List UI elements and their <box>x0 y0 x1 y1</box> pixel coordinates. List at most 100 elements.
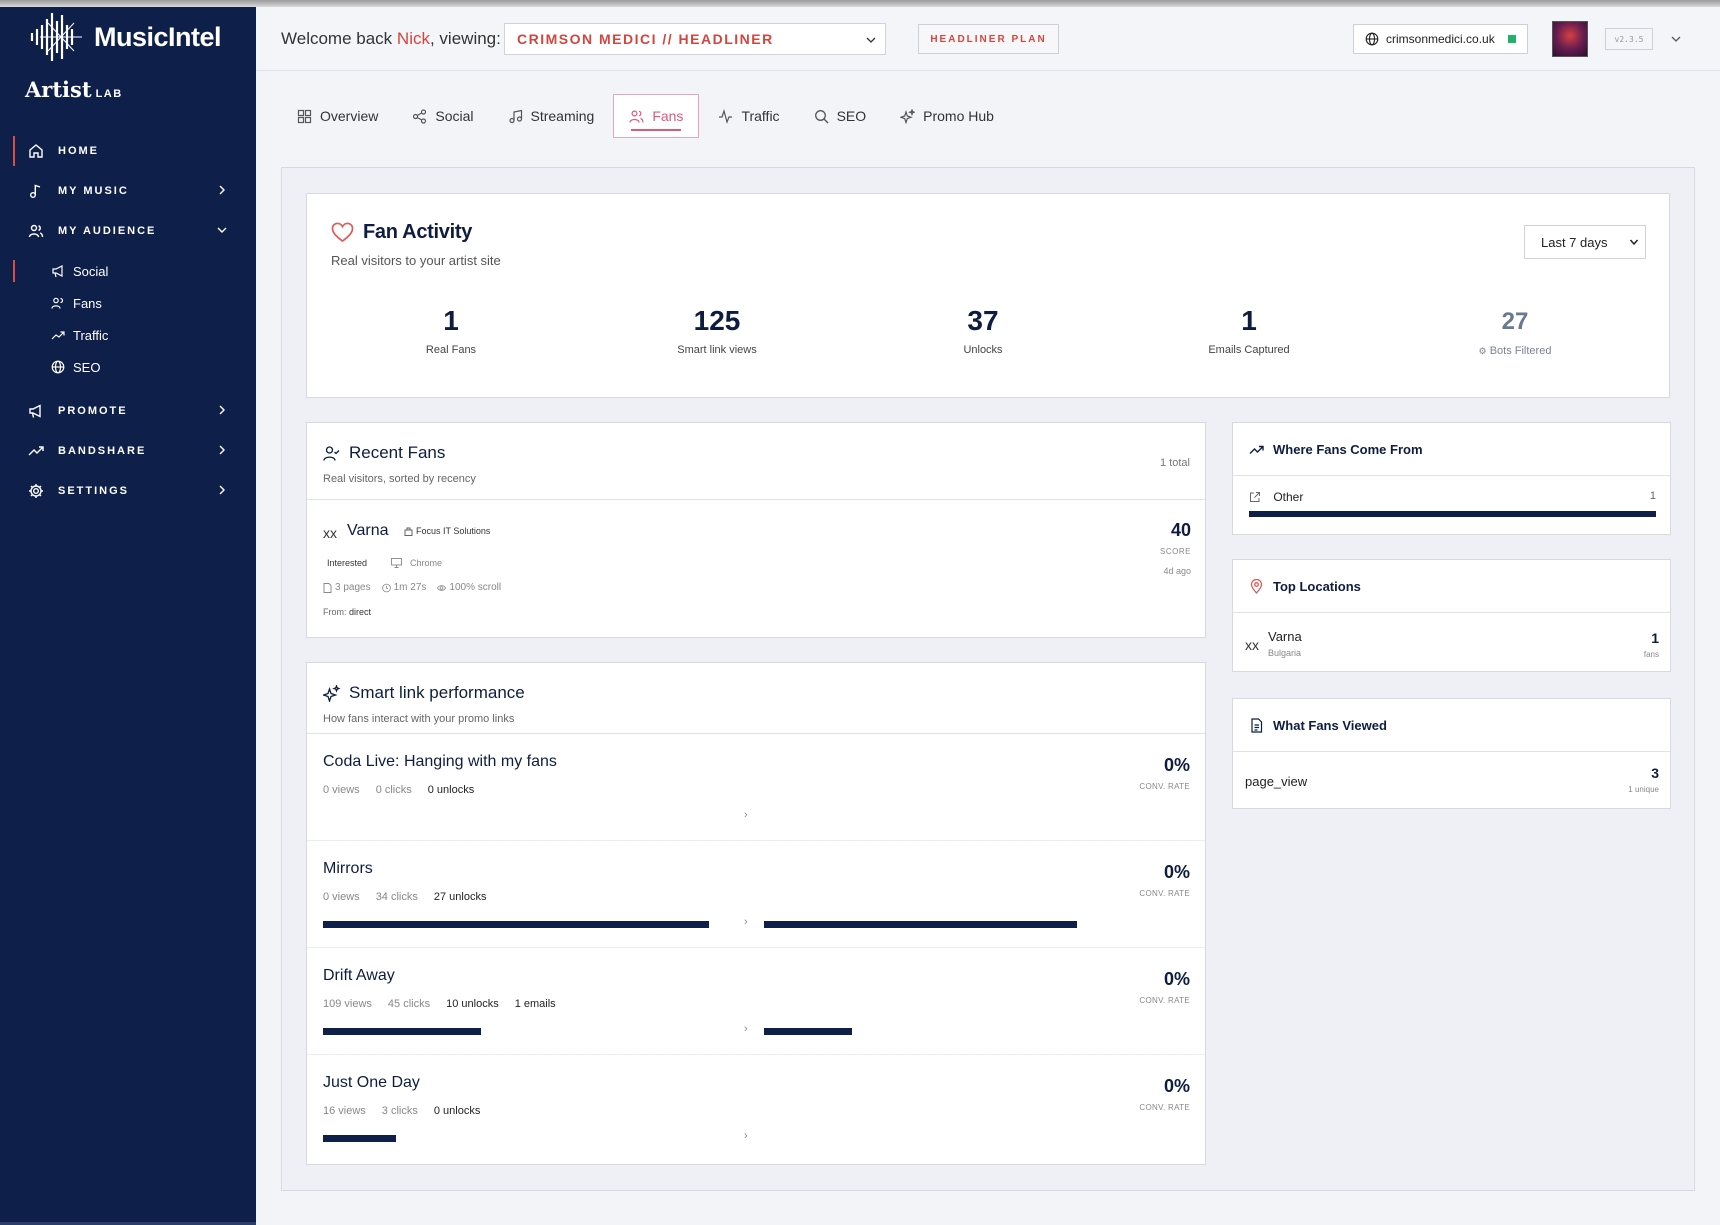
stat-label: Smart link views <box>677 344 757 356</box>
fan-city: Varna <box>347 522 389 539</box>
date-range-select[interactable]: Last 7 days <box>1524 225 1646 259</box>
user-name: Nick <box>396 29 430 48</box>
activity-icon <box>718 108 733 124</box>
section-tabs: Overview Social Streaming Fans Traffic S… <box>282 94 1013 138</box>
link-metrics: 109 views 45 clicks 10 unlocks 1 emails <box>323 998 572 1010</box>
sidebar-item-my-audience[interactable]: MY AUDIENCE <box>0 211 256 251</box>
sidebar-subitem-label: SEO <box>73 359 101 375</box>
tab-label: SEO <box>836 108 867 124</box>
fan-scroll-value: 100% scroll <box>449 582 502 593</box>
event-unique-count: 1 unique <box>1628 785 1659 794</box>
tab-traffic[interactable]: Traffic <box>703 94 794 138</box>
tab-streaming[interactable]: Streaming <box>493 94 610 138</box>
where-fans-header: Where Fans Come From <box>1233 423 1670 476</box>
heart-icon <box>331 222 354 243</box>
unlocks-bar <box>764 1028 852 1035</box>
product-suffix: LAB <box>95 88 123 100</box>
document-icon <box>323 582 332 593</box>
sidebar-item-label: MY MUSIC <box>58 185 129 197</box>
sidebar-item-my-music[interactable]: MY MUSIC <box>0 171 256 211</box>
map-pin-icon <box>1250 578 1263 594</box>
smart-link-list: Coda Live: Hanging with my fans 0 views 0 … <box>307 734 1205 1164</box>
tab-promo-hub[interactable]: Promo Hub <box>885 94 1009 138</box>
sidebar-subitem-label: Social <box>73 263 109 279</box>
sidebar-subitem-fans[interactable]: Fans <box>0 287 256 319</box>
link-emails: 1 emails <box>514 998 556 1010</box>
sidebar-item-home[interactable]: HOME <box>0 131 256 171</box>
sidebar-subitem-label: Fans <box>73 295 102 311</box>
source-count: 1 <box>1649 490 1656 502</box>
artist-selector-dropdown[interactable]: CRIMSON MEDICI // HEADLINER <box>504 23 886 55</box>
sidebar-subitem-social[interactable]: Social <box>0 255 256 287</box>
link-conversion-label: CONV. RATE <box>1139 782 1190 791</box>
stat-real-fans: 1 Real Fans <box>331 306 571 357</box>
country-flag: XX <box>323 525 337 541</box>
tab-seo[interactable]: SEO <box>799 94 882 138</box>
top-locations-card: Top Locations XX Varna Bulgaria 1 fans <box>1232 559 1671 672</box>
link-conversion-label: CONV. RATE <box>1139 1103 1190 1112</box>
list-item[interactable]: XX Varna Focus IT Solutions Interested C… <box>323 518 1191 628</box>
link-unlocks: 27 unlocks <box>433 891 487 903</box>
smart-link-header: Smart link performance How fans interact… <box>307 663 1205 734</box>
chevron-right-icon: › <box>744 916 748 928</box>
stat-value: 125 <box>693 305 741 336</box>
clicks-bar <box>323 921 709 928</box>
link-unlocks: 0 unlocks <box>427 784 475 796</box>
stat-unlocks: 37 Unlocks <box>863 306 1103 357</box>
link-conversion-rate: 0% <box>1163 969 1190 989</box>
fan-pages-value: 3 pages <box>335 582 371 593</box>
stat-label-text: Bots Filtered <box>1489 345 1552 357</box>
sidebar-subitem-traffic[interactable]: Traffic <box>0 319 256 351</box>
tab-label: Promo Hub <box>923 108 994 124</box>
sidebar-item-label: HOME <box>58 145 99 157</box>
sidebar-item-bandshare[interactable]: BANDSHARE <box>0 431 256 471</box>
brand-logo[interactable]: MusicIntel <box>28 11 238 63</box>
sidebar-subitem-seo[interactable]: SEO <box>0 351 256 383</box>
domain-selector[interactable]: crimsonmedici.co.uk <box>1353 24 1528 54</box>
chevron-down-icon[interactable] <box>1670 33 1682 45</box>
where-fans-come-from-card: Where Fans Come From Other 1 <box>1232 422 1671 535</box>
avatar[interactable] <box>1552 21 1588 57</box>
welcome-message: Welcome back Nick, viewing: <box>281 29 501 49</box>
card-title: Fan Activity <box>363 221 473 243</box>
source-name: Other <box>1273 490 1304 504</box>
tab-fans[interactable]: Fans <box>613 94 700 138</box>
smart-link-row[interactable]: Drift Away 109 views 45 clicks 10 unlocks 1 … <box>307 948 1205 1055</box>
welcome-suffix: , viewing: <box>429 29 501 48</box>
share-icon <box>412 108 427 124</box>
fan-organization: Focus IT Solutions <box>404 526 490 536</box>
link-conversion-rate: 0% <box>1163 755 1190 775</box>
card-title: Top Locations <box>1273 578 1361 594</box>
tab-label: Streaming <box>530 108 595 124</box>
grid-icon <box>297 109 312 124</box>
stat-bots-filtered: 27 ⚙ Bots Filtered <box>1395 307 1635 357</box>
smart-link-row[interactable]: Coda Live: Hanging with my fans 0 views 0 … <box>307 734 1205 841</box>
sidebar-item-settings[interactable]: SETTINGS <box>0 471 256 511</box>
fan-source: From: direct <box>323 607 371 617</box>
clicks-bar <box>323 1135 396 1142</box>
document-icon <box>1251 717 1263 733</box>
welcome-prefix: Welcome back <box>281 29 393 48</box>
link-metrics: 0 views 34 clicks 27 unlocks <box>323 891 502 903</box>
fan-activity-subtitle: Real visitors to your artist site <box>331 253 501 268</box>
fan-last-seen: 4d ago <box>1163 566 1191 576</box>
sidebar-item-promote[interactable]: PROMOTE <box>0 391 256 431</box>
trend-up-icon <box>28 443 44 459</box>
recent-fans-title: Recent Fans <box>323 443 445 463</box>
tab-label: Social <box>435 108 474 124</box>
tab-label: Fans <box>652 108 684 124</box>
location-count-label: fans <box>1643 650 1659 659</box>
tab-overview[interactable]: Overview <box>282 94 393 138</box>
location-city: Varna <box>1268 629 1302 644</box>
chevron-down-icon <box>217 227 227 233</box>
link-metrics: 0 views 0 clicks 0 unlocks <box>323 784 490 796</box>
smart-link-row[interactable]: Mirrors 0 views 34 clicks 27 unlocks 0% CONV.… <box>307 841 1205 948</box>
card-subtitle: Real visitors, sorted by recency <box>323 473 476 485</box>
link-metrics: 16 views 3 clicks 0 unlocks <box>323 1105 496 1117</box>
link-clicks: 45 clicks <box>387 998 431 1010</box>
tab-social[interactable]: Social <box>397 94 488 138</box>
source-row[interactable]: Other 1 <box>1249 490 1656 504</box>
monitor-icon <box>391 558 402 568</box>
smart-link-row[interactable]: Just One Day 16 views 3 clicks 0 unlocks 0% C… <box>307 1055 1205 1162</box>
link-views: 0 views <box>323 784 360 796</box>
